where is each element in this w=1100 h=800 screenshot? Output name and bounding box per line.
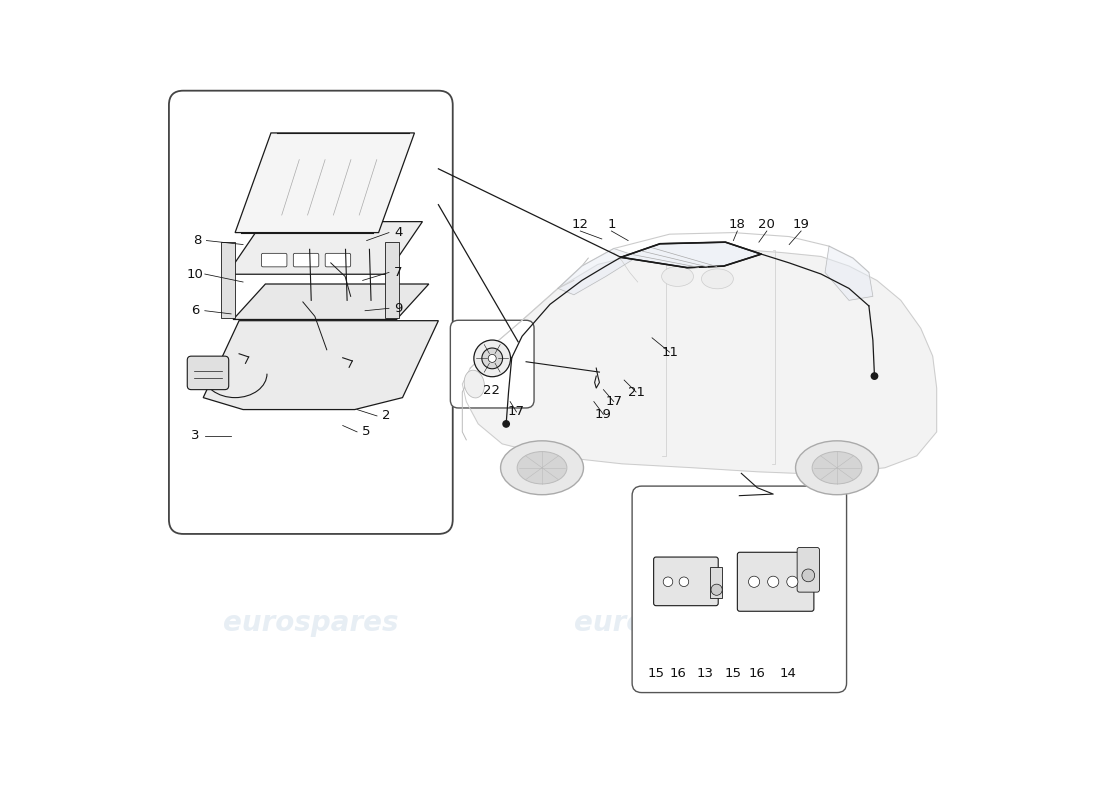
Text: 22: 22 — [483, 384, 500, 397]
Ellipse shape — [702, 269, 734, 289]
Text: 12: 12 — [572, 218, 588, 231]
Bar — [221, 242, 235, 318]
Circle shape — [768, 576, 779, 587]
FancyBboxPatch shape — [798, 547, 820, 592]
Polygon shape — [233, 284, 429, 319]
Text: 18: 18 — [729, 218, 746, 231]
Text: 19: 19 — [595, 408, 612, 421]
Ellipse shape — [812, 451, 862, 484]
FancyBboxPatch shape — [187, 356, 229, 390]
Ellipse shape — [517, 451, 566, 484]
Circle shape — [786, 576, 798, 587]
Ellipse shape — [661, 266, 693, 286]
Polygon shape — [825, 246, 873, 300]
FancyBboxPatch shape — [450, 320, 535, 408]
FancyBboxPatch shape — [632, 486, 847, 693]
Circle shape — [474, 340, 510, 377]
Text: 14: 14 — [779, 667, 796, 680]
Text: 9: 9 — [394, 302, 403, 315]
FancyBboxPatch shape — [262, 254, 287, 267]
Text: 16: 16 — [749, 667, 766, 680]
Circle shape — [663, 577, 673, 586]
Text: 17: 17 — [605, 395, 623, 408]
Text: 15: 15 — [648, 667, 664, 680]
Text: eurospares: eurospares — [574, 318, 749, 346]
Ellipse shape — [500, 441, 583, 494]
Circle shape — [711, 584, 723, 595]
Text: 10: 10 — [187, 267, 204, 281]
Text: 11: 11 — [661, 346, 678, 358]
Text: 5: 5 — [362, 426, 371, 438]
Circle shape — [748, 576, 760, 587]
Text: 3: 3 — [191, 430, 199, 442]
Polygon shape — [462, 249, 937, 474]
Circle shape — [503, 421, 509, 427]
Text: 16: 16 — [669, 667, 686, 680]
Text: eurospares: eurospares — [574, 610, 749, 638]
Circle shape — [679, 577, 689, 586]
Text: 2: 2 — [383, 410, 390, 422]
Text: 7: 7 — [394, 266, 403, 279]
FancyBboxPatch shape — [653, 557, 718, 606]
Text: 13: 13 — [697, 667, 714, 680]
Text: 15: 15 — [725, 667, 741, 680]
Circle shape — [482, 348, 503, 369]
Bar — [711, 567, 723, 598]
Text: 17: 17 — [508, 406, 525, 418]
Circle shape — [871, 373, 878, 379]
FancyBboxPatch shape — [737, 552, 814, 611]
Text: eurospares: eurospares — [223, 610, 398, 638]
Ellipse shape — [795, 441, 879, 494]
Text: 6: 6 — [191, 304, 199, 318]
Text: 8: 8 — [192, 234, 201, 247]
FancyBboxPatch shape — [326, 254, 351, 267]
Text: 21: 21 — [628, 386, 645, 398]
Polygon shape — [558, 249, 638, 294]
FancyBboxPatch shape — [294, 254, 319, 267]
Polygon shape — [621, 242, 761, 268]
Text: eurospares: eurospares — [223, 318, 398, 346]
Bar — [385, 242, 399, 318]
Polygon shape — [235, 133, 415, 233]
Polygon shape — [227, 222, 422, 274]
FancyBboxPatch shape — [169, 90, 453, 534]
Ellipse shape — [464, 370, 484, 398]
Text: 1: 1 — [607, 218, 616, 231]
Text: 20: 20 — [758, 218, 776, 231]
Text: 4: 4 — [394, 226, 403, 239]
Text: 19: 19 — [793, 218, 810, 231]
Polygon shape — [204, 321, 439, 410]
Circle shape — [802, 569, 815, 582]
Circle shape — [488, 354, 496, 362]
